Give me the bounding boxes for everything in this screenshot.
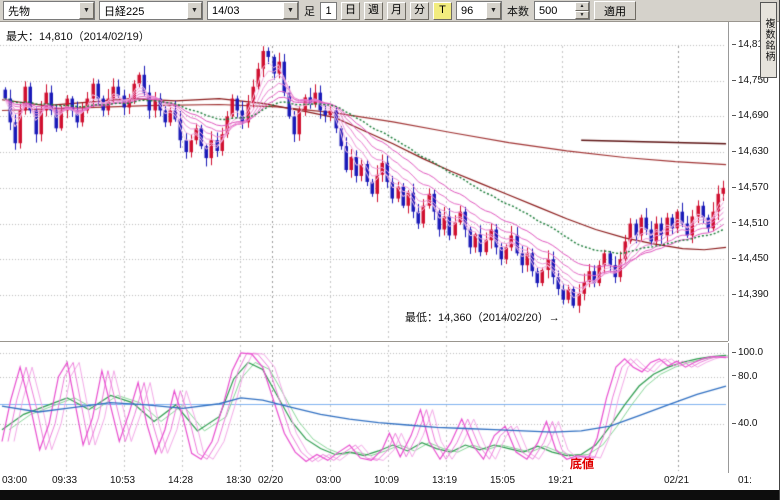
tick-chart-button[interactable]: T: [433, 1, 452, 20]
time-axis-label: 03:00: [2, 475, 28, 486]
period-label: 足: [304, 5, 315, 18]
min-annotation-text: 最低：14,360（2014/02/20）: [405, 312, 549, 324]
instrument-value: 先物: [8, 5, 30, 18]
time-axis-label: 02/20: [258, 475, 284, 486]
min-arrow-icon: →: [548, 312, 560, 324]
min-price-annotation: 最低：14,360（2014/02/20）→: [405, 309, 560, 325]
period-day-button[interactable]: 日: [341, 1, 360, 20]
oscillator-axis-label: 100.0: [732, 347, 763, 358]
price-axis-label: 14,690: [732, 110, 769, 121]
contract-month-value: 14/03: [212, 4, 240, 17]
apply-button[interactable]: 適用: [594, 1, 636, 20]
price-axis: 14,810 14,750 14,690 14,630 14,570 14,510 14,4…: [728, 22, 779, 341]
time-axis-label: 14:28: [168, 475, 194, 486]
time-axis-label: 10:53: [110, 475, 136, 486]
oscillator-axis-label: 80.0: [732, 371, 757, 382]
time-axis-label: 13:19: [432, 475, 458, 486]
instrument-select[interactable]: 先物 ▼: [3, 1, 95, 20]
interval-select[interactable]: 96 ▼: [456, 1, 502, 20]
time-axis-label: 19:21: [548, 475, 574, 486]
symbol-value: 日経225: [104, 5, 145, 18]
bar-count-value: 500: [539, 4, 558, 17]
price-axis-label: 14,810: [732, 39, 769, 50]
contract-month-select[interactable]: 14/03 ▼: [207, 1, 299, 20]
toolbar: 先物 ▼ 日経225 ▼ 14/03 ▼ 足 1 日 週 月 分 T 96 ▼ …: [0, 0, 779, 22]
price-axis-label: 14,510: [732, 218, 769, 229]
dropdown-arrow-icon[interactable]: ▼: [486, 2, 501, 19]
bar-count-label: 本数: [507, 5, 529, 18]
dropdown-arrow-icon[interactable]: ▼: [283, 2, 298, 19]
period-minute-button[interactable]: 分: [410, 1, 429, 20]
time-axis-label: 09:33: [52, 475, 78, 486]
panel-splitter[interactable]: [0, 341, 728, 343]
bottom-bar: [0, 490, 779, 500]
time-axis-label: 18:30: [226, 475, 252, 486]
multi-symbol-button[interactable]: 複数銘柄: [760, 2, 777, 78]
dropdown-arrow-icon[interactable]: ▼: [79, 2, 94, 19]
minute-count-input[interactable]: 1: [320, 1, 337, 20]
oscillator-axis: 100.0 80.0 40.0: [728, 343, 779, 473]
oscillator-axis-label: 40.0: [732, 418, 757, 429]
time-axis-label: 15:05: [490, 475, 516, 486]
bar-count-input[interactable]: 500 ▲ ▼: [534, 1, 590, 20]
price-chart-canvas[interactable]: [0, 22, 728, 341]
period-week-button[interactable]: 週: [364, 1, 383, 20]
dropdown-arrow-icon[interactable]: ▼: [187, 2, 202, 19]
time-axis: 03:00 09:33 10:53 14:28 18:30 02/20 03:00 10:09…: [0, 473, 779, 490]
price-axis-label: 14,570: [732, 182, 769, 193]
price-axis-label: 14,390: [732, 289, 769, 300]
price-axis-label: 14,750: [732, 75, 769, 86]
spin-down-icon[interactable]: ▼: [575, 10, 589, 19]
price-axis-label: 14,630: [732, 146, 769, 157]
time-axis-label: 10:09: [374, 475, 400, 486]
oscillator-canvas[interactable]: [0, 343, 728, 473]
max-price-annotation: 最大：14,810（2014/02/19）: [6, 31, 150, 43]
period-month-button[interactable]: 月: [387, 1, 406, 20]
time-axis-label: 02/21: [664, 475, 690, 486]
time-axis-label: 01:: [738, 475, 752, 486]
spinner-buttons[interactable]: ▲ ▼: [575, 2, 589, 19]
symbol-select[interactable]: 日経225 ▼: [99, 1, 203, 20]
interval-value: 96: [461, 4, 474, 17]
price-axis-label: 14,450: [732, 253, 769, 264]
time-axis-label: 03:00: [316, 475, 342, 486]
spin-up-icon[interactable]: ▲: [575, 2, 589, 11]
bottom-value-annotation: 底値: [570, 457, 595, 471]
